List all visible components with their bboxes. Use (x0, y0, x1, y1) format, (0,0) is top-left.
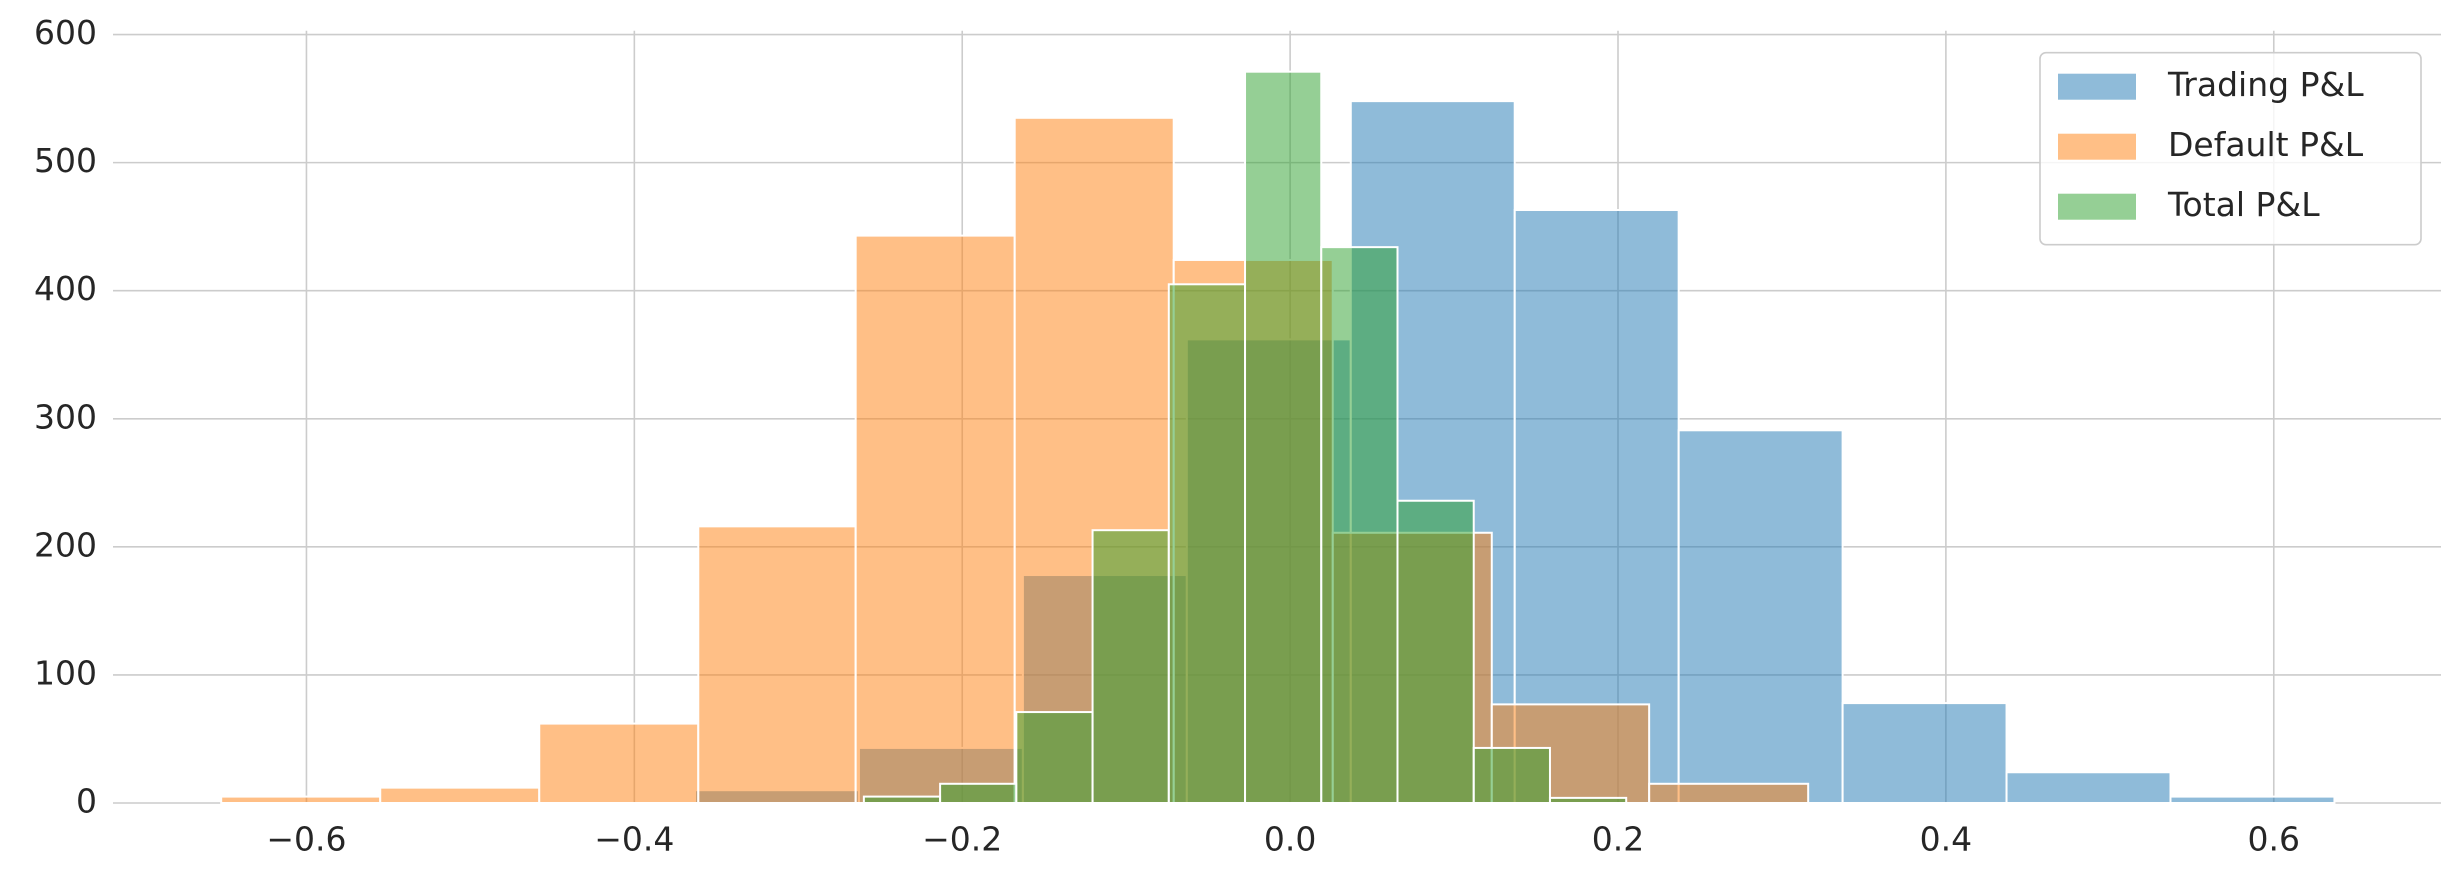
x-tick-label: −0.2 (922, 820, 1002, 859)
x-tick-label: 0.4 (1920, 820, 1972, 859)
x-tick-label: 0.2 (1592, 820, 1644, 859)
bar (1320, 246, 1399, 804)
x-tick-label: −0.4 (594, 820, 674, 859)
legend-label: Default P&L (2168, 125, 2364, 164)
bar (2005, 771, 2172, 805)
y-tick-label: 500 (34, 141, 97, 180)
y-tick-label: 600 (34, 13, 97, 52)
bar (854, 234, 1016, 804)
legend-label: Total P&L (2167, 185, 2320, 224)
bar (538, 722, 700, 805)
bar (1648, 782, 1810, 805)
bar (1244, 70, 1323, 805)
bar (2169, 795, 2336, 805)
legend-swatch (2058, 193, 2136, 220)
x-tick-label: −0.6 (266, 820, 346, 859)
bar (1091, 529, 1170, 804)
bar (1841, 702, 2008, 805)
bar (1677, 429, 1844, 804)
series (862, 70, 1628, 805)
bar (220, 795, 382, 805)
bar (1015, 711, 1094, 805)
y-tick-label: 300 (34, 397, 97, 436)
bar (862, 795, 942, 805)
bar (1472, 746, 1551, 804)
x-tick-label: 0.6 (2248, 820, 2300, 859)
y-tick-label: 0 (76, 782, 97, 821)
legend-swatch (2058, 73, 2136, 100)
legend: Trading P&L Default P&L Total P&L (2039, 51, 2422, 246)
bar (697, 525, 857, 804)
bar (939, 782, 1018, 805)
legend-label: Trading P&L (2167, 65, 2364, 104)
bar (1396, 499, 1475, 804)
y-tick-label: 200 (34, 525, 97, 564)
legend-swatch (2058, 133, 2136, 160)
bar (1167, 283, 1247, 805)
bar (1548, 796, 1628, 805)
y-tick-label: 100 (34, 653, 97, 692)
y-tick-label: 400 (34, 269, 97, 308)
bar (379, 786, 541, 805)
x-tick-label: 0.0 (1264, 820, 1316, 859)
